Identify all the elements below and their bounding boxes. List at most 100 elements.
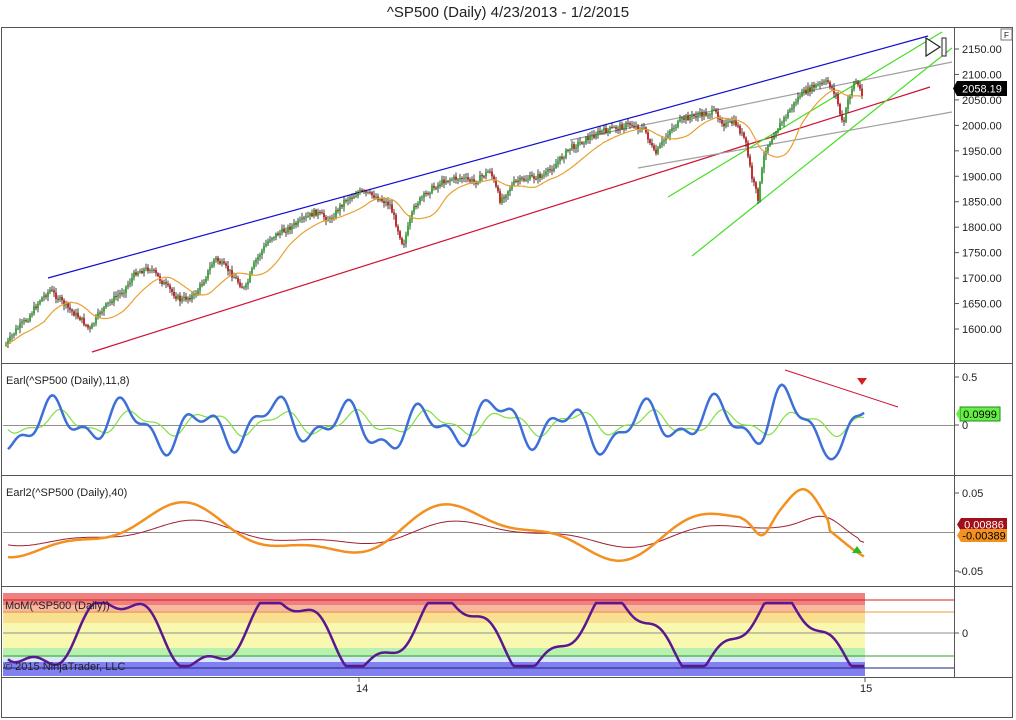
candle-body (413, 206, 415, 213)
candle-body (735, 119, 737, 126)
f-label: F (1004, 31, 1009, 40)
candle-body (361, 189, 363, 191)
candle-body (169, 285, 171, 290)
candle-body (695, 116, 697, 118)
candle-body (637, 125, 639, 130)
candle-body (525, 179, 527, 181)
candle-body (769, 142, 771, 146)
candle-body (473, 179, 475, 182)
candle-body (265, 244, 267, 247)
candle-body (39, 300, 41, 304)
candle-body (105, 303, 107, 308)
candle-body (59, 297, 61, 300)
candle-body (679, 119, 681, 122)
candle-body (149, 269, 151, 272)
candle-body (167, 283, 169, 286)
candle-body (663, 140, 665, 142)
candle-body (713, 109, 715, 111)
candle-body (491, 171, 493, 177)
candle-body (785, 117, 787, 119)
candle-body (771, 139, 773, 143)
candle-body (839, 104, 841, 114)
candle-body (715, 109, 717, 112)
candle-body (151, 269, 153, 271)
candle-body (115, 296, 117, 298)
candle-body (497, 186, 499, 192)
candle-body (347, 199, 349, 202)
candle-body (293, 223, 295, 226)
candle-body (323, 213, 325, 218)
candle-body (435, 187, 437, 189)
earl2-signal-line (7, 515, 865, 548)
candle-body (823, 81, 825, 84)
candle-body (759, 182, 761, 201)
candle-body (65, 303, 67, 306)
candle-body (383, 201, 385, 204)
candle-body (703, 112, 705, 117)
candle-body (807, 87, 809, 94)
panel-frames (1, 27, 1013, 718)
candle-body (49, 289, 51, 292)
candle-body (699, 112, 701, 116)
candle-body (329, 217, 331, 220)
candle-body (307, 216, 309, 218)
candle-body (757, 188, 759, 201)
candle-body (143, 269, 145, 274)
candle-body (861, 88, 863, 96)
candle-body (225, 263, 227, 266)
price-tick-label: 1850.00 (962, 197, 1002, 209)
candle-body (649, 139, 651, 144)
candle-body (355, 195, 357, 197)
play-arrow-icon[interactable] (925, 36, 947, 58)
candle-body (607, 129, 609, 133)
candle-body (353, 196, 355, 198)
candle-body (779, 123, 781, 130)
candle-body (727, 121, 729, 123)
candle-body (633, 125, 635, 128)
candle-body (689, 116, 691, 120)
chart-title: ^SP500 (Daily) 4/23/2013 - 1/2/2015 (386, 4, 630, 21)
candle-body (521, 177, 523, 179)
candle-body (173, 291, 175, 297)
candle-body (127, 284, 129, 287)
candle-body (845, 108, 847, 122)
candle-body (819, 83, 821, 85)
candle-body (595, 135, 597, 138)
candle-body (245, 284, 247, 288)
price-axis: 2150.00 2100.00 2050.00 2000.00 1950.00 1900.… (954, 44, 1002, 336)
candle-body (627, 122, 629, 124)
candle-body (409, 219, 411, 226)
price-tick-label: 1700.00 (962, 273, 1002, 285)
candle-body (683, 118, 685, 120)
candle-body (183, 296, 185, 298)
green-channel-line-upper (667, 31, 943, 198)
candle-body (643, 127, 645, 129)
candle-body (581, 142, 583, 144)
candle-body (723, 123, 725, 127)
f-box[interactable] (1000, 28, 1013, 41)
candle-body (271, 238, 273, 240)
candle-body (287, 226, 289, 233)
candle-body (97, 312, 99, 317)
candle-body (547, 169, 549, 172)
candle-body (677, 121, 679, 127)
candle-body (803, 89, 805, 92)
candle-body (485, 171, 487, 177)
candle-body (783, 117, 785, 123)
candle-body (661, 141, 663, 145)
candle-body (15, 328, 17, 334)
candle-body (69, 307, 71, 310)
candle-body (825, 80, 827, 82)
candle-body (461, 178, 463, 180)
mom-bands (3, 593, 954, 676)
candle-body (185, 296, 187, 300)
candle-body (487, 171, 489, 173)
candle-body (741, 132, 743, 134)
candle-body (545, 171, 547, 175)
candle-body (565, 149, 567, 158)
lower-channel-line (91, 86, 931, 353)
candle-body (251, 268, 253, 274)
candle-body (621, 124, 623, 130)
candle-body (541, 175, 543, 178)
